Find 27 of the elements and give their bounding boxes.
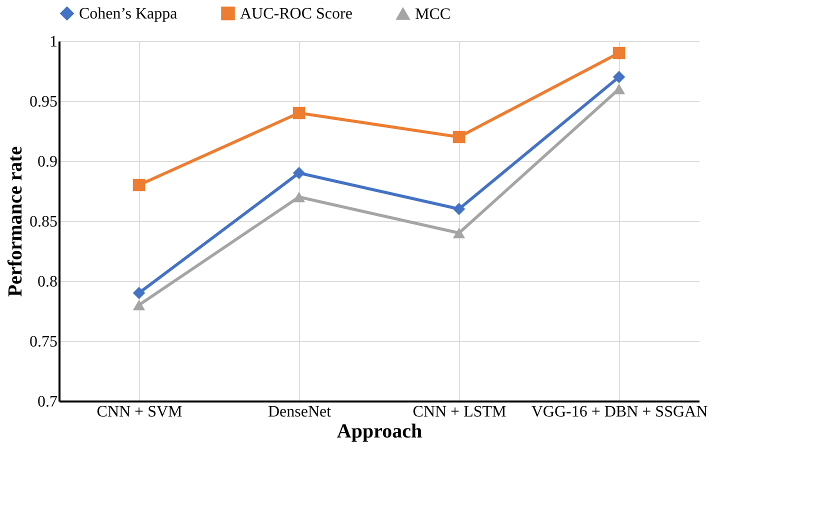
legend-label: MCC (415, 6, 451, 23)
point (132, 178, 146, 192)
x-axis-title: Approach (336, 420, 422, 442)
y-tick-label: 0.7 (38, 394, 58, 410)
point (292, 106, 306, 120)
point (452, 202, 466, 216)
point (292, 192, 306, 202)
point (132, 300, 146, 310)
y-tick-label: 0.75 (30, 334, 58, 350)
y-tick-label: 0.8 (38, 274, 58, 290)
x-tick-label: CNN + LSTM (412, 404, 506, 420)
y-axis-title: Performance rate (4, 146, 26, 297)
point (452, 228, 466, 238)
point (132, 286, 146, 300)
y-tick-label: 0.85 (30, 214, 58, 230)
point (612, 46, 626, 60)
legend-label: AUC-ROC Score (240, 5, 352, 22)
x-tick-label: VGG-16 + DBN + SSGAN (531, 404, 708, 420)
y-tick-label: 1 (50, 34, 58, 50)
point (612, 70, 626, 84)
x-tick-label: CNN + SVM (96, 404, 182, 420)
y-tick-label: 0.9 (38, 154, 58, 170)
point (292, 166, 306, 180)
y-tick-label: 0.95 (30, 94, 58, 110)
legend-label: Cohen’s Kappa (79, 5, 178, 22)
x-tick-label: DenseNet (268, 404, 332, 420)
point (452, 130, 466, 144)
